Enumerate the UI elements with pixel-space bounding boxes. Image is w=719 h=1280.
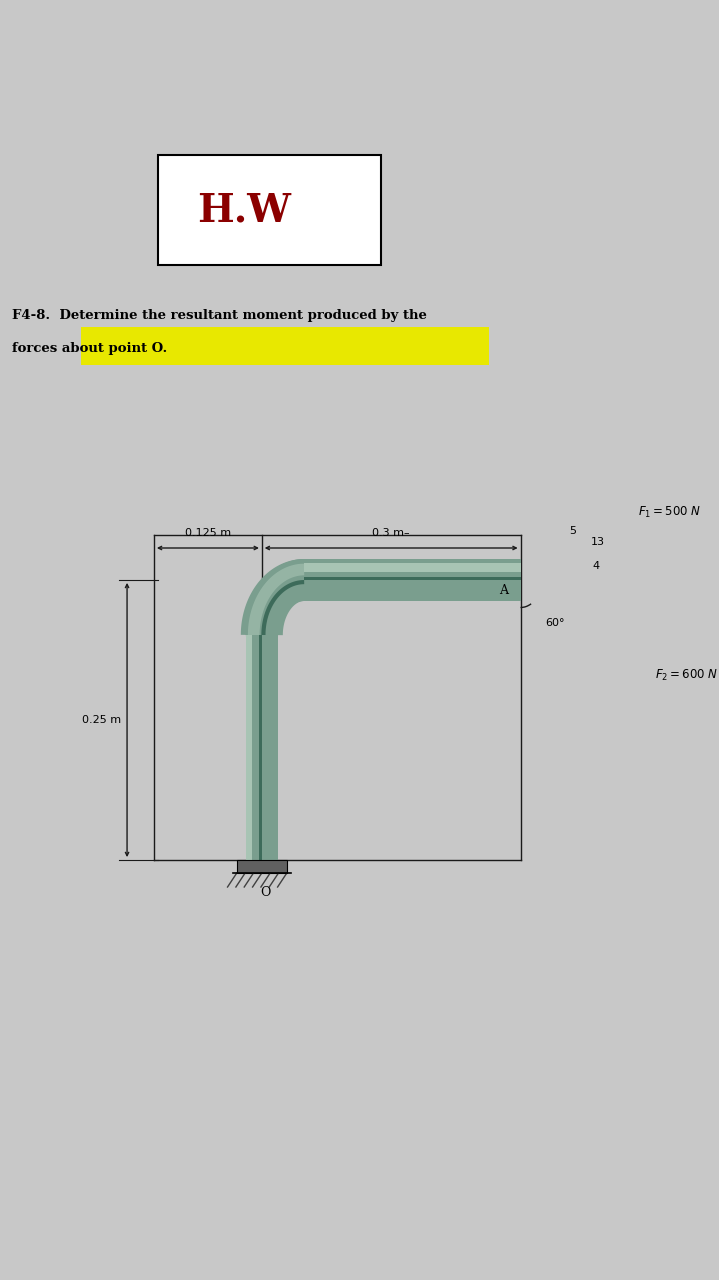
Text: H.W: H.W <box>197 191 290 229</box>
Bar <box>237 860 287 873</box>
Text: 0.25 m: 0.25 m <box>82 716 121 724</box>
Text: 5: 5 <box>569 526 577 536</box>
FancyBboxPatch shape <box>158 155 381 265</box>
Bar <box>246 635 252 860</box>
Text: O: O <box>260 886 271 899</box>
Text: 0.125 m: 0.125 m <box>185 529 231 538</box>
Text: $F_2 = 600$ N: $F_2 = 600$ N <box>655 667 718 682</box>
Text: forces about point O.: forces about point O. <box>12 342 167 355</box>
Text: 13: 13 <box>590 538 605 548</box>
Text: 4: 4 <box>592 561 600 571</box>
Bar <box>246 635 278 860</box>
Bar <box>260 635 262 860</box>
Text: F4-8.  Determine the resultant moment produced by the: F4-8. Determine the resultant moment pro… <box>12 308 426 321</box>
Text: A: A <box>499 584 508 596</box>
Bar <box>304 559 521 602</box>
Text: 60°: 60° <box>545 618 564 628</box>
Text: 0.3 m–: 0.3 m– <box>372 529 410 538</box>
Bar <box>81 326 489 365</box>
Polygon shape <box>246 559 304 635</box>
Text: $F_1 = 500$ N: $F_1 = 500$ N <box>638 504 702 520</box>
Bar <box>304 577 521 580</box>
Bar <box>304 563 521 572</box>
